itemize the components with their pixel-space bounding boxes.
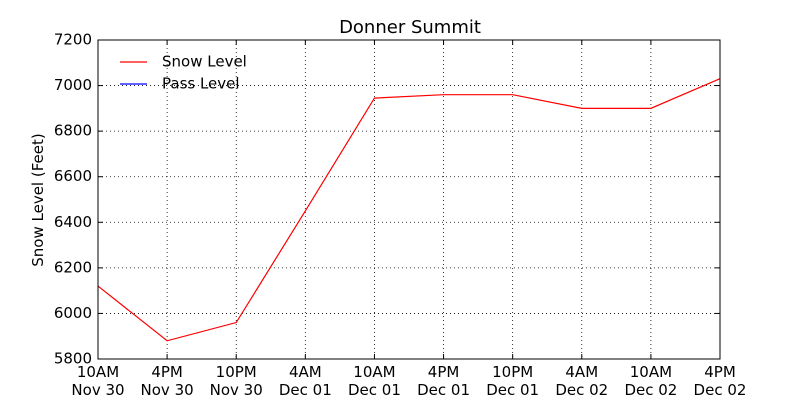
x-tick-label: 4PM Dec 01 xyxy=(417,363,470,399)
x-tick-time: 10AM xyxy=(77,363,119,381)
x-tick-date: Dec 02 xyxy=(555,381,608,399)
plot-frame xyxy=(97,39,721,360)
y-tick-label: 6200 xyxy=(54,258,92,276)
x-tick-label: 4PM Dec 02 xyxy=(694,363,747,399)
y-tick-label: 7000 xyxy=(54,76,92,94)
x-tick-time: 4AM xyxy=(565,363,598,381)
x-tick-date: Nov 30 xyxy=(141,381,194,399)
x-tick-date: Dec 01 xyxy=(348,381,401,399)
y-tick-label: 6800 xyxy=(54,122,92,140)
x-tick-label: 4AM Dec 02 xyxy=(555,363,608,399)
y-tick-label: 6000 xyxy=(54,304,92,322)
x-tick-label: 4AM Dec 01 xyxy=(279,363,332,399)
legend-label: Pass Level xyxy=(162,75,240,93)
y-axis-label: Snow Level (Feet) xyxy=(29,133,47,266)
y-tick-label: 7200 xyxy=(54,31,92,49)
x-tick-label: 10PM Nov 30 xyxy=(210,363,263,399)
y-tick-label: 6600 xyxy=(54,167,92,185)
x-tick-label: 10AM Dec 01 xyxy=(348,363,401,399)
x-tick-label: 10AM Dec 02 xyxy=(624,363,677,399)
x-tick-time: 4PM xyxy=(151,363,183,381)
x-tick-time: 10PM xyxy=(492,363,533,381)
x-tick-time: 10AM xyxy=(353,363,395,381)
legend-label: Snow Level xyxy=(162,53,247,71)
x-tick-date: Dec 01 xyxy=(417,381,470,399)
x-tick-time: 4PM xyxy=(428,363,460,381)
x-tick-label: 4PM Nov 30 xyxy=(141,363,194,399)
x-tick-time: 10PM xyxy=(216,363,257,381)
y-tick-label: 5800 xyxy=(54,350,92,368)
x-tick-label: 10AM Nov 30 xyxy=(71,363,124,399)
x-tick-date: Nov 30 xyxy=(71,381,124,399)
x-tick-label: 10PM Dec 01 xyxy=(486,363,539,399)
x-tick-date: Dec 02 xyxy=(694,381,747,399)
chart-title: Donner Summit xyxy=(339,17,481,38)
x-tick-time: 4AM xyxy=(289,363,322,381)
y-tick-label: 6400 xyxy=(54,213,92,231)
x-tick-time: 4PM xyxy=(704,363,736,381)
x-tick-date: Dec 01 xyxy=(279,381,332,399)
x-tick-date: Dec 01 xyxy=(486,381,539,399)
x-tick-date: Dec 02 xyxy=(624,381,677,399)
series-line xyxy=(97,78,721,342)
x-tick-time: 10AM xyxy=(630,363,672,381)
x-tick-date: Nov 30 xyxy=(210,381,263,399)
